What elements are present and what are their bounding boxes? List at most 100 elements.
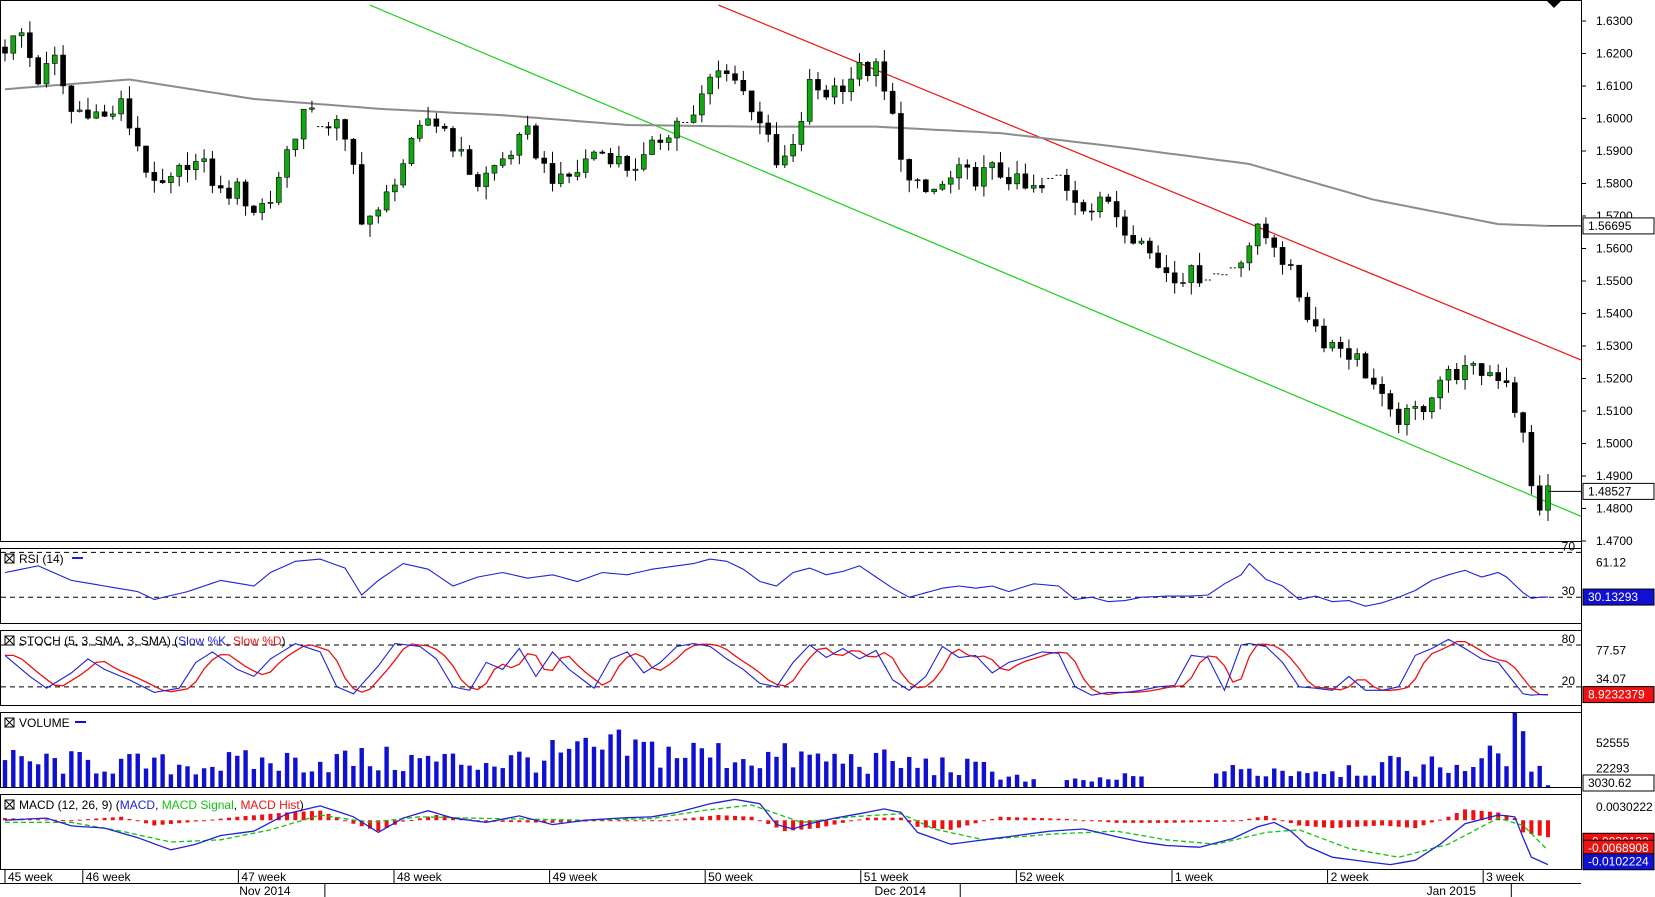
macd-hist-bar [1322, 820, 1327, 828]
candle [168, 172, 174, 194]
volume-bar [1338, 776, 1343, 787]
candle [972, 161, 979, 191]
candle-body-down [143, 145, 149, 173]
macd-hist-bar [724, 815, 729, 821]
macd-hist-bar [276, 813, 281, 821]
candle-body-down [757, 111, 763, 124]
candle [1014, 160, 1020, 190]
candle-body-down [533, 125, 539, 159]
volume-bar [450, 753, 456, 787]
candle [1304, 292, 1311, 323]
candle-body-down [1105, 196, 1112, 202]
macd-hist-bar [766, 820, 771, 824]
candle [383, 184, 390, 213]
candle-body-up [10, 35, 17, 54]
volume-bar [235, 755, 240, 787]
volume-bar [102, 771, 107, 787]
candle [649, 135, 655, 156]
price-tick-label: 1.6100 [1596, 79, 1633, 93]
volume-bar [185, 766, 190, 787]
candle [516, 132, 523, 165]
candle-body-down [1163, 267, 1170, 274]
candle-body-up [699, 93, 705, 116]
candle [574, 159, 581, 181]
macd-hist-bar [716, 815, 721, 821]
volume-bar [44, 753, 49, 787]
candle [309, 100, 315, 113]
candle [906, 158, 913, 193]
macd-value-label-box [1582, 853, 1655, 871]
volume-bar [1454, 764, 1459, 787]
candle [781, 145, 788, 169]
candle [757, 101, 763, 135]
volume-bar [27, 761, 33, 787]
candle [1354, 348, 1360, 367]
macd-hist-bar [1280, 820, 1285, 822]
candle [375, 207, 382, 224]
macd-hist-bar [533, 820, 538, 823]
candle-body-down [964, 164, 971, 168]
candle-body-up [491, 165, 498, 174]
candle-body-up [300, 108, 307, 140]
candle-body-up [458, 149, 465, 152]
volume-bar [69, 751, 74, 787]
volume-bar [1421, 764, 1426, 787]
volume-bar [243, 750, 248, 787]
candle [989, 161, 995, 180]
stoch-legend-d: Slow %D [233, 634, 282, 648]
volume-bar [1272, 768, 1277, 787]
volume-bar [400, 771, 406, 787]
candle [1138, 237, 1145, 246]
green-trendline [369, 4, 1582, 517]
candle-body-down [1196, 265, 1203, 284]
candle-body-up [665, 137, 672, 143]
volume-bar [998, 779, 1003, 787]
macd-hist-bar [824, 820, 829, 827]
candle-body-down [1362, 353, 1369, 379]
candle [143, 145, 149, 178]
volume-bar [1263, 776, 1269, 787]
candle [43, 51, 50, 88]
volume-bar [989, 771, 995, 787]
macd-hist-bar [127, 818, 132, 821]
volume-bar [1471, 766, 1476, 787]
macd-hist-bar [1247, 818, 1252, 821]
macd-hist-bar [1471, 810, 1476, 821]
macd-hist-bar [235, 816, 240, 821]
macd-hist-bar [152, 820, 157, 826]
price-tick-label: 1.6300 [1596, 14, 1633, 28]
macd-hist-bar [1031, 817, 1036, 821]
candle [10, 35, 17, 60]
volume-bar [1313, 771, 1318, 787]
candle-body-down [1279, 247, 1286, 265]
macd-hist-bar [799, 820, 804, 830]
volume-bar [1321, 773, 1327, 787]
candle-body-up [1097, 196, 1103, 213]
candle [425, 106, 431, 127]
macd-hist-bar [1338, 820, 1343, 828]
candle [964, 159, 971, 180]
macd-hist-bar [1172, 820, 1177, 823]
candle [2, 39, 8, 62]
volume-bar [766, 751, 771, 787]
candle-body-up [914, 179, 921, 182]
macd-hist-bar [973, 820, 978, 824]
candle-body-up [582, 158, 589, 173]
candle-body-down [607, 153, 614, 165]
macd-hist-bar [1205, 820, 1210, 823]
volume-bar [135, 753, 140, 787]
macd-hist-bar [144, 820, 149, 824]
volume-bar [1288, 775, 1294, 787]
volume-bar [1255, 775, 1260, 787]
chevron-down-icon[interactable] [1547, 1, 1561, 8]
candle-body-down [624, 155, 630, 171]
candle [1022, 163, 1029, 190]
macd-hist-bar [641, 820, 646, 822]
candle [1395, 402, 1402, 434]
volume-value-label: 3030.62 [1588, 776, 1632, 790]
volume-bar [649, 741, 655, 787]
macd-hist-bar [865, 817, 870, 821]
candle [1462, 355, 1468, 390]
volume-bar [882, 749, 887, 787]
volume-bar [683, 757, 688, 787]
